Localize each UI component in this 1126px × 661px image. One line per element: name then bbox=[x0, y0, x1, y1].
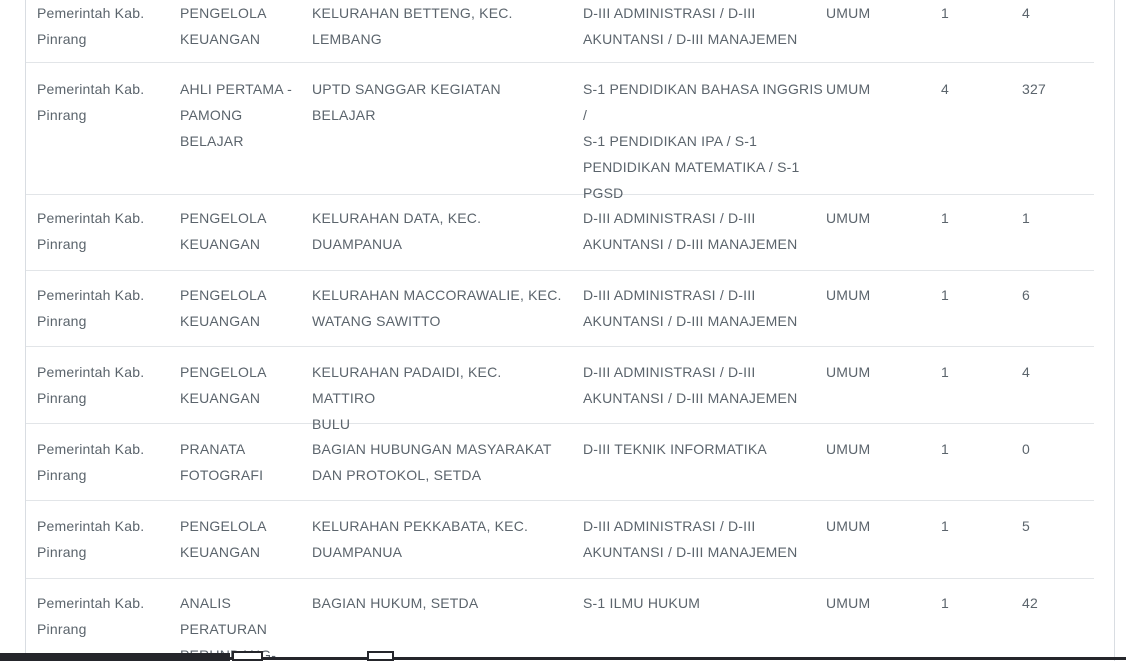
unit-kerja-cell: KELURAHAN MACCORAWALIE, KEC. WATANG SAWI… bbox=[312, 287, 562, 329]
pendidikan-cell: D-III ADMINISTRASI / D-III AKUNTANSI / D… bbox=[583, 518, 798, 560]
jumlah-pelamar-cell: 5 bbox=[1022, 518, 1030, 534]
jumlah-formasi-cell: 1 bbox=[941, 287, 949, 303]
jenis-formasi-cell: UMUM bbox=[826, 595, 871, 611]
pendidikan-cell: S-1 ILMU HUKUM bbox=[583, 595, 701, 611]
jumlah-pelamar-cell: 4 bbox=[1022, 5, 1030, 21]
unit-kerja-cell: KELURAHAN PEKKABATA, KEC. DUAMPANUA bbox=[312, 518, 529, 560]
table-row: Pemerintah Kab. Pinrang PRANATA FOTOGRAF… bbox=[26, 424, 1094, 501]
jenis-formasi-cell: UMUM bbox=[826, 210, 871, 226]
taskbar-button-fragment[interactable] bbox=[232, 651, 263, 661]
instansi-cell: Pemerintah Kab. Pinrang bbox=[37, 81, 145, 123]
unit-kerja-cell: UPTD SANGGAR KEGIATAN BELAJAR bbox=[312, 81, 501, 123]
jumlah-formasi-cell: 1 bbox=[941, 210, 949, 226]
table-row: Pemerintah Kab. Pinrang PENGELOLA KEUANG… bbox=[26, 195, 1094, 271]
jenis-formasi-cell: UMUM bbox=[826, 518, 871, 534]
jumlah-formasi-cell: 1 bbox=[941, 5, 949, 21]
jabatan-cell: PENGELOLA KEUANGAN bbox=[180, 364, 267, 406]
instansi-cell: Pemerintah Kab. Pinrang bbox=[37, 287, 145, 329]
jabatan-cell: PENGELOLA KEUANGAN bbox=[180, 5, 267, 47]
unit-kerja-cell: BAGIAN HUBUNGAN MASYARAKAT DAN PROTOKOL,… bbox=[312, 441, 552, 483]
jenis-formasi-cell: UMUM bbox=[826, 5, 871, 21]
unit-kerja-cell: KELURAHAN DATA, KEC. DUAMPANUA bbox=[312, 210, 482, 252]
pendidikan-cell: D-III ADMINISTRASI / D-III AKUNTANSI / D… bbox=[583, 287, 798, 329]
jumlah-pelamar-cell: 327 bbox=[1022, 81, 1046, 97]
table-row: Pemerintah Kab. Pinrang AHLI PERTAMA - P… bbox=[26, 63, 1094, 201]
table-row: Pemerintah Kab. Pinrang PENGELOLA KEUANG… bbox=[26, 271, 1094, 347]
instansi-cell: Pemerintah Kab. Pinrang bbox=[37, 595, 145, 637]
unit-kerja-cell: BAGIAN HUKUM, SETDA bbox=[312, 595, 479, 611]
unit-kerja-cell: KELURAHAN PADAIDI, KEC. MATTIRO BULU bbox=[312, 364, 502, 432]
taskbar-edge-line bbox=[230, 657, 1126, 660]
instansi-cell: Pemerintah Kab. Pinrang bbox=[37, 364, 145, 406]
jabatan-cell: AHLI PERTAMA - PAMONG BELAJAR bbox=[180, 81, 292, 149]
taskbar-button-fragment[interactable] bbox=[367, 651, 394, 661]
jumlah-pelamar-cell: 6 bbox=[1022, 287, 1030, 303]
instansi-cell: Pemerintah Kab. Pinrang bbox=[37, 5, 145, 47]
pendidikan-cell: D-III TEKNIK INFORMATIKA bbox=[583, 441, 767, 457]
pendidikan-cell: S-1 PENDIDIKAN BAHASA INGGRIS / S-1 PEND… bbox=[583, 81, 823, 201]
jenis-formasi-cell: UMUM bbox=[826, 287, 871, 303]
jenis-formasi-cell: UMUM bbox=[826, 364, 871, 380]
pendidikan-cell: D-III ADMINISTRASI / D-III AKUNTANSI / D… bbox=[583, 210, 798, 252]
jumlah-pelamar-cell: 42 bbox=[1022, 595, 1038, 611]
jumlah-formasi-cell: 1 bbox=[941, 595, 949, 611]
jabatan-cell: PENGELOLA KEUANGAN bbox=[180, 518, 267, 560]
jabatan-cell: PRANATA FOTOGRAFI bbox=[180, 441, 264, 483]
jumlah-pelamar-cell: 4 bbox=[1022, 364, 1030, 380]
jabatan-cell: PENGELOLA KEUANGAN bbox=[180, 287, 267, 329]
pendidikan-cell: D-III ADMINISTRASI / D-III AKUNTANSI / D… bbox=[583, 364, 798, 406]
jumlah-formasi-cell: 1 bbox=[941, 364, 949, 380]
jabatan-cell: PENGELOLA KEUANGAN bbox=[180, 210, 267, 252]
jenis-formasi-cell: UMUM bbox=[826, 81, 871, 97]
table-row: Pemerintah Kab. Pinrang ANALIS PERATURAN… bbox=[26, 579, 1094, 661]
unit-kerja-cell: KELURAHAN BETTENG, KEC. LEMBANG bbox=[312, 5, 513, 47]
instansi-cell: Pemerintah Kab. Pinrang bbox=[37, 210, 145, 252]
table-row: Pemerintah Kab. Pinrang PENGELOLA KEUANG… bbox=[26, 0, 1094, 63]
instansi-cell: Pemerintah Kab. Pinrang bbox=[37, 441, 145, 483]
pendidikan-cell: D-III ADMINISTRASI / D-III AKUNTANSI / D… bbox=[583, 5, 798, 47]
jenis-formasi-cell: UMUM bbox=[826, 441, 871, 457]
jumlah-formasi-cell: 1 bbox=[941, 441, 949, 457]
table-row: Pemerintah Kab. Pinrang PENGELOLA KEUANG… bbox=[26, 347, 1094, 432]
jumlah-pelamar-cell: 0 bbox=[1022, 441, 1030, 457]
vacancy-table-card: Pemerintah Kab. Pinrang PENGELOLA KEUANG… bbox=[25, 0, 1115, 661]
jumlah-pelamar-cell: 1 bbox=[1022, 210, 1030, 226]
taskbar-edge-left bbox=[0, 653, 230, 661]
table-row: Pemerintah Kab. Pinrang PENGELOLA KEUANG… bbox=[26, 501, 1094, 579]
instansi-cell: Pemerintah Kab. Pinrang bbox=[37, 518, 145, 560]
jumlah-formasi-cell: 1 bbox=[941, 518, 949, 534]
vacancy-table: Pemerintah Kab. Pinrang PENGELOLA KEUANG… bbox=[26, 0, 1094, 661]
jumlah-formasi-cell: 4 bbox=[941, 81, 949, 97]
